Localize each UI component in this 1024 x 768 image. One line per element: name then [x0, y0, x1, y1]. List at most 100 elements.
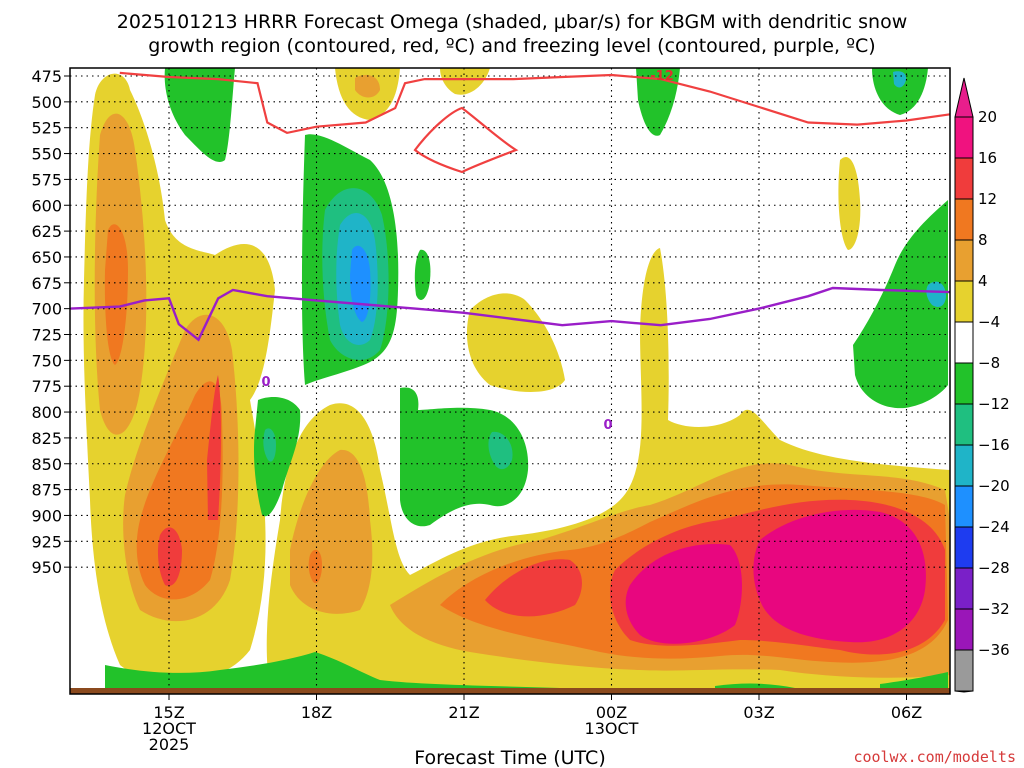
colorbar-swatch	[954, 116, 974, 159]
omega-field-cyan-right	[926, 281, 946, 307]
y-tick-label: 775	[31, 377, 62, 396]
freezing-level-contour-line	[70, 286, 951, 342]
colorbar-swatch	[954, 403, 974, 446]
colorbar-swatch	[954, 608, 974, 651]
omega-field-teal-mid-center	[488, 431, 513, 470]
omega-shading	[83, 68, 950, 690]
omega-field-green-bottom-right2	[880, 672, 948, 690]
x-tick-label: 18Z	[301, 703, 332, 722]
y-tick-label: 875	[31, 481, 62, 500]
y-tick-label: 750	[31, 351, 62, 370]
omega-field-pink-center	[625, 544, 742, 644]
y-tick-label: 700	[31, 300, 62, 319]
omega-field-teal-right-top	[893, 71, 907, 88]
omega-field-red-left-lower	[157, 527, 182, 586]
chart-title-line-1: 2025101213 HRRR Forecast Omega (shaded, …	[117, 11, 908, 33]
plot-area: -12 0 0	[69, 67, 951, 695]
colorbar-swatch	[954, 567, 974, 610]
colorbar-label: −16	[978, 436, 1010, 454]
credit-text: coolwx.com/modelts	[853, 748, 1016, 766]
colorbar-arrow-bottom	[954, 690, 974, 693]
colorbar-label: −8	[978, 354, 1000, 372]
y-tick-label: 525	[31, 119, 62, 138]
y-axis: 475 500 525 550 575 600 625 650 675 700 725 750 775 8…	[31, 67, 70, 577]
colorbar-arrow-top	[954, 77, 974, 118]
colorbar-swatch	[954, 321, 974, 364]
dgz-contour-loop	[413, 106, 519, 174]
omega-field-pink-right	[753, 509, 926, 643]
y-tick-label: 550	[31, 145, 62, 164]
x-tick-label: 15Z	[153, 703, 184, 722]
freezing-level-label-2: 0	[603, 418, 612, 433]
y-tick-label: 825	[31, 429, 62, 448]
colorbar-swatch	[954, 198, 974, 241]
ground-strip	[70, 688, 950, 694]
y-tick-label: 725	[31, 326, 62, 345]
colorbar-swatch	[954, 280, 974, 323]
omega-field-green-right	[853, 200, 948, 409]
colorbar-swatch	[954, 649, 974, 692]
y-tick-label: 575	[31, 170, 62, 189]
x-tick-label: 06Z	[891, 703, 922, 722]
colorbar-label: −36	[978, 641, 1010, 659]
omega-field-orangedark-left	[104, 224, 128, 365]
chart-title-line-2: growth region (contoured, red, ºC) and f…	[148, 35, 875, 57]
omega-field-green-mid-left	[253, 397, 301, 517]
colorbar-label: 20	[978, 108, 997, 126]
colorbar-swatch	[954, 157, 974, 200]
x-axis-label: Forecast Time (UTC)	[414, 747, 605, 768]
colorbar-label: 16	[978, 149, 997, 167]
colorbar: 20 16 12 8 4 −4 −8 −12 −16 −20 −24 −28 −32 −36	[954, 77, 1010, 693]
omega-field-green-small-mid	[414, 249, 431, 300]
omega-field-green-bottom	[105, 652, 560, 690]
y-tick-label: 800	[31, 403, 62, 422]
y-tick-label: 925	[31, 532, 62, 551]
x-tick-label: 2025	[149, 735, 190, 754]
colorbar-label: −12	[978, 395, 1010, 413]
colorbar-swatch	[954, 526, 974, 569]
colorbar-swatch	[954, 444, 974, 487]
colorbar-label: 4	[978, 272, 988, 290]
colorbar-label: −24	[978, 518, 1010, 536]
omega-field-orange-top	[355, 74, 380, 98]
x-tick-label: 13OCT	[585, 719, 639, 738]
y-tick-label: 475	[31, 67, 62, 86]
dgz-contour-label: -12	[650, 69, 674, 84]
omega-field-orangedark-left-lower	[136, 381, 223, 600]
omega-field-red-left-strip	[207, 375, 221, 520]
contour-labels: -12 0 0	[261, 69, 673, 433]
plot-grid	[70, 68, 950, 694]
y-tick-label: 625	[31, 222, 62, 241]
y-tick-label: 950	[31, 558, 62, 577]
freezing-level-label-1: 0	[261, 375, 270, 390]
omega-field-yellow-center-upper	[466, 293, 565, 392]
y-tick-label: 600	[31, 196, 62, 215]
omega-field-teal-mid-left	[263, 428, 276, 462]
colorbar-swatch	[954, 485, 974, 528]
colorbar-swatch	[954, 239, 974, 282]
x-tick-label: 00Z	[596, 703, 627, 722]
omega-field-yellow-strip	[838, 156, 861, 250]
colorbar-label: −4	[978, 313, 1000, 331]
colorbar-swatch	[954, 362, 974, 405]
colorbar-label: −32	[978, 600, 1010, 618]
y-tick-label: 650	[31, 248, 62, 267]
omega-field-green-top-center	[636, 68, 680, 136]
omega-field-green-top-left	[164, 68, 235, 162]
x-tick-label: 12OCT	[142, 719, 196, 738]
colorbar-label: 8	[978, 231, 988, 249]
x-tick-label: 03Z	[743, 703, 774, 722]
y-tick-label: 500	[31, 93, 62, 112]
plot-frame	[69, 67, 951, 695]
y-tick-label: 900	[31, 506, 62, 525]
y-tick-label: 675	[31, 274, 62, 293]
dgz-contour-line	[119, 71, 951, 135]
colorbar-label: −20	[978, 477, 1010, 495]
colorbar-label: 12	[978, 190, 997, 208]
omega-field-green-mid-center	[400, 387, 529, 527]
omega-field-yellow-top2	[440, 68, 490, 95]
y-tick-label: 850	[31, 455, 62, 474]
omega-field-green-right-top	[872, 68, 928, 115]
